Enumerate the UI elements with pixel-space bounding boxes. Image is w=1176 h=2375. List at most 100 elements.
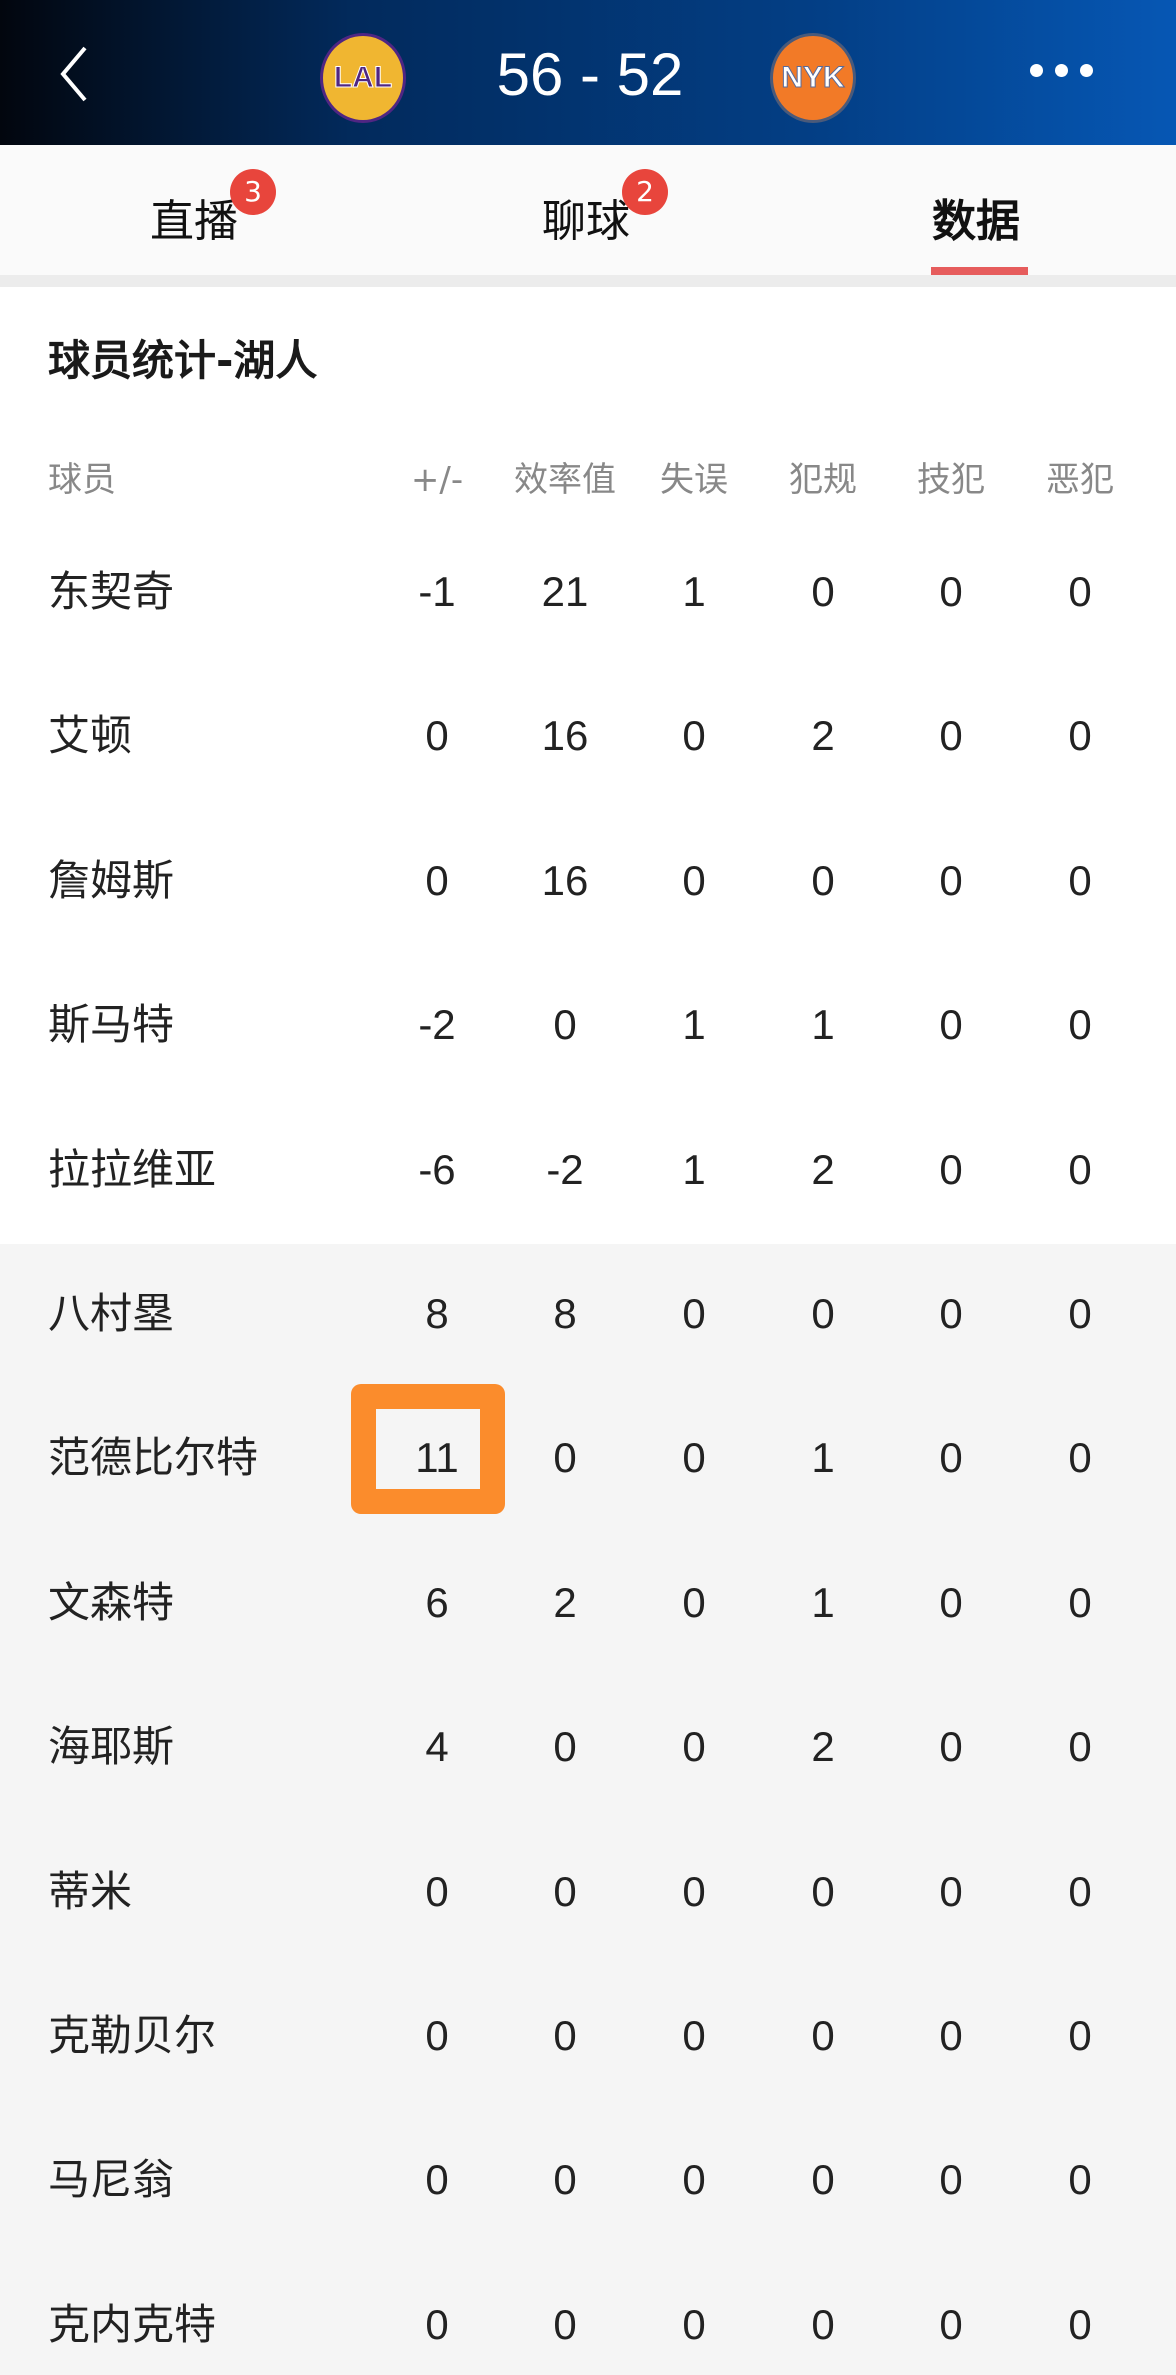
stat-cell: 0 bbox=[682, 712, 706, 760]
stat-cell: 0 bbox=[553, 1723, 577, 1771]
player-name: 蒂米 bbox=[48, 1866, 133, 1916]
tab-stats[interactable]: 数据 bbox=[932, 185, 1020, 249]
stat-cell: 0 bbox=[682, 1290, 706, 1337]
column-header: 效率值 bbox=[514, 460, 616, 500]
table-row[interactable]: 海耶斯 4 0 0 2 0 0 bbox=[0, 1697, 1176, 1797]
active-tab-indicator bbox=[931, 267, 1028, 275]
stat-cell: 2 bbox=[811, 712, 835, 760]
column-header: +/- bbox=[410, 460, 464, 500]
stat-cell: 0 bbox=[553, 1867, 577, 1915]
table-row[interactable]: 詹姆斯 0 16 0 0 0 0 bbox=[0, 831, 1176, 931]
back-icon[interactable] bbox=[55, 44, 95, 104]
player-name: 东契奇 bbox=[48, 567, 175, 616]
stat-cell: -2 bbox=[418, 1001, 456, 1049]
divider bbox=[0, 275, 1176, 287]
stat-cell: 0 bbox=[682, 2012, 706, 2059]
player-name: 詹姆斯 bbox=[48, 855, 175, 905]
stat-cell: 0 bbox=[1068, 2156, 1092, 2204]
stat-cell: 0 bbox=[811, 2156, 835, 2204]
player-name: 拉拉维亚 bbox=[48, 1144, 217, 1194]
tab-badge: 2 bbox=[622, 169, 668, 215]
stat-cell: 8 bbox=[425, 1290, 449, 1337]
stat-cell: 16 bbox=[541, 712, 589, 760]
stat-cell: 1 bbox=[811, 1434, 835, 1482]
stat-cell: 0 bbox=[1068, 1723, 1092, 1771]
highlight-box bbox=[351, 1384, 505, 1514]
stat-cell: 2 bbox=[553, 1578, 577, 1626]
table-row[interactable]: 蒂米 0 0 0 0 0 0 bbox=[0, 1842, 1176, 1942]
tab-chat[interactable]: 聊球 2 bbox=[542, 169, 668, 249]
stat-cell: 0 bbox=[939, 856, 963, 904]
table-row[interactable]: 艾顿 0 16 0 2 0 0 bbox=[0, 686, 1176, 786]
stat-cell: 0 bbox=[425, 2156, 449, 2204]
player-name: 马尼翁 bbox=[48, 2155, 175, 2205]
column-header: 恶犯 bbox=[1046, 460, 1114, 500]
player-name: 范德比尔特 bbox=[48, 1433, 259, 1483]
tab-badge: 3 bbox=[230, 169, 276, 215]
stat-cell: 21 bbox=[541, 568, 589, 615]
player-name: 斯马特 bbox=[48, 1000, 175, 1050]
stat-cell: 0 bbox=[939, 1434, 963, 1482]
stat-cell: 2 bbox=[811, 1145, 835, 1193]
table-row[interactable]: 克勒贝尔 0 0 0 0 0 0 bbox=[0, 1986, 1176, 2086]
stat-cell: 0 bbox=[425, 2300, 449, 2348]
stat-cell: 0 bbox=[811, 568, 835, 615]
stat-cell: 0 bbox=[811, 1867, 835, 1915]
stat-cell: 0 bbox=[939, 568, 963, 615]
table-row[interactable]: 东契奇 -1 21 1 0 0 0 bbox=[0, 542, 1176, 642]
stat-cell: 0 bbox=[682, 1578, 706, 1626]
starters-background bbox=[0, 287, 1176, 1244]
table-row[interactable]: 拉拉维亚 -6 -2 1 2 0 0 bbox=[0, 1120, 1176, 1220]
game-header: LAL 56 - 52 NYK bbox=[0, 0, 1176, 145]
knicks-logo: NYK bbox=[770, 33, 856, 123]
table-row[interactable]: 文森特 6 2 0 1 0 0 bbox=[0, 1553, 1176, 1653]
player-name: 艾顿 bbox=[48, 711, 133, 761]
table-row[interactable]: 克内克特 0 0 0 0 0 0 bbox=[0, 2275, 1176, 2375]
stat-cell: 0 bbox=[1068, 1145, 1092, 1193]
stat-cell: 0 bbox=[1068, 1434, 1092, 1482]
stat-cell: 0 bbox=[811, 856, 835, 904]
stat-cell: 0 bbox=[939, 1723, 963, 1771]
stat-cell: 0 bbox=[682, 2300, 706, 2348]
stat-cell: 1 bbox=[682, 1001, 706, 1049]
stat-cell: 0 bbox=[1068, 856, 1092, 904]
tab-live[interactable]: 直播 3 bbox=[150, 169, 276, 249]
stat-cell: 0 bbox=[553, 1001, 577, 1049]
tab-label: 聊球 bbox=[542, 196, 630, 247]
stat-cell: 8 bbox=[553, 1290, 577, 1337]
stat-cell: 0 bbox=[553, 2300, 577, 2348]
stat-cell: 0 bbox=[1068, 712, 1092, 760]
stat-cell: 0 bbox=[553, 1434, 577, 1482]
stat-cell: -1 bbox=[418, 568, 456, 615]
stat-cell: 0 bbox=[939, 2156, 963, 2204]
stat-cell: 0 bbox=[939, 712, 963, 760]
stat-cell: -2 bbox=[546, 1145, 584, 1193]
stat-cell: 6 bbox=[425, 1578, 449, 1626]
stat-cell: 0 bbox=[1068, 2012, 1092, 2059]
player-name: 克勒贝尔 bbox=[48, 2011, 217, 2060]
table-row[interactable]: 斯马特 -2 0 1 1 0 0 bbox=[0, 975, 1176, 1075]
table-row[interactable]: 马尼翁 0 0 0 0 0 0 bbox=[0, 2130, 1176, 2230]
stat-cell: 0 bbox=[425, 712, 449, 760]
stat-cell: 0 bbox=[939, 1001, 963, 1049]
table-row[interactable]: 八村塁 8 8 0 0 0 0 bbox=[0, 1264, 1176, 1364]
stat-cell: 0 bbox=[939, 2300, 963, 2348]
stat-cell: 0 bbox=[939, 1290, 963, 1337]
stat-cell: 0 bbox=[939, 1867, 963, 1915]
table-row[interactable]: 范德比尔特 11 0 0 1 0 0 bbox=[0, 1408, 1176, 1508]
stat-cell: 16 bbox=[541, 856, 589, 904]
stat-cell: 0 bbox=[939, 2012, 963, 2059]
more-icon[interactable] bbox=[1030, 64, 1093, 77]
stat-cell: 0 bbox=[811, 2012, 835, 2059]
tab-label: 数据 bbox=[932, 196, 1020, 247]
stat-cell: 1 bbox=[811, 1001, 835, 1049]
stat-cell: 0 bbox=[553, 2156, 577, 2204]
stat-cell: 0 bbox=[553, 2012, 577, 2059]
stat-cell: 0 bbox=[939, 1145, 963, 1193]
tab-bar: 直播 3 聊球 2 数据 bbox=[0, 145, 1176, 275]
stat-cell: 0 bbox=[682, 1723, 706, 1771]
stat-cell: 0 bbox=[682, 2156, 706, 2204]
stat-cell: 0 bbox=[1068, 1578, 1092, 1626]
stat-cell: 0 bbox=[811, 2300, 835, 2348]
stat-cell: 1 bbox=[682, 1145, 706, 1193]
